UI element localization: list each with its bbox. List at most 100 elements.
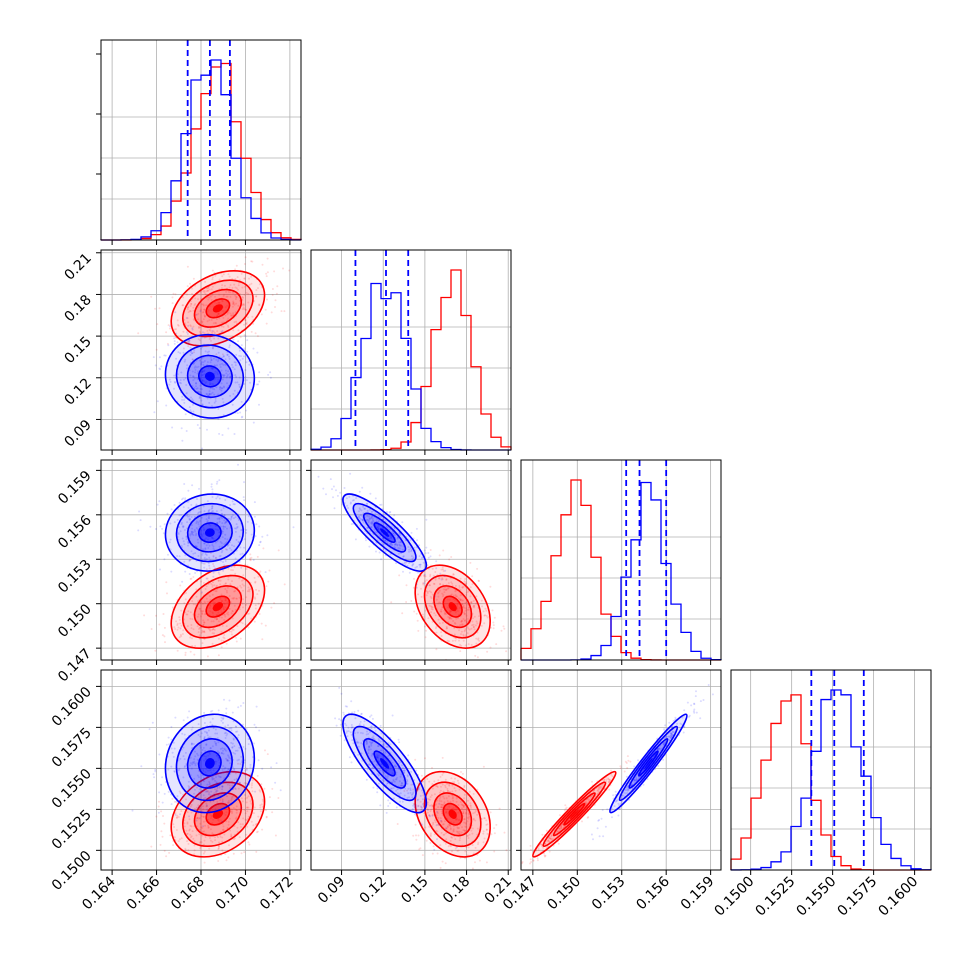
sample-point	[201, 613, 204, 616]
sample-point	[464, 601, 467, 604]
sample-point	[414, 566, 417, 569]
sample-point	[433, 833, 436, 836]
sample-point	[451, 797, 454, 800]
sample-point	[189, 304, 192, 307]
sample-point	[409, 547, 412, 549]
sample-point	[222, 363, 225, 366]
sample-point	[253, 806, 256, 809]
sample-point	[256, 351, 259, 354]
sample-point	[191, 533, 194, 536]
sample-point	[192, 277, 195, 280]
sample-point	[215, 613, 218, 616]
sample-point	[378, 519, 381, 522]
sample-point	[461, 772, 464, 775]
sample-point	[436, 852, 439, 855]
sample-point	[458, 827, 461, 829]
sample-point	[452, 594, 455, 597]
sample-point	[356, 740, 359, 743]
sample-point	[196, 615, 199, 618]
sample-point	[465, 607, 467, 610]
sample-point	[212, 565, 215, 568]
sample-point	[471, 867, 474, 870]
sample-point	[222, 355, 225, 357]
sample-point	[477, 841, 480, 844]
sample-point	[406, 780, 409, 783]
sample-point	[140, 765, 143, 768]
sample-point	[478, 615, 480, 618]
sample-point	[371, 519, 374, 522]
sample-point	[441, 578, 444, 581]
sample-point	[455, 846, 458, 849]
sample-point	[197, 318, 200, 321]
sample-point	[462, 829, 465, 832]
sample-point	[260, 622, 263, 625]
blue-contour	[362, 512, 407, 553]
sample-point	[193, 840, 196, 842]
sample-point	[163, 849, 166, 852]
sample-point	[464, 581, 467, 584]
sample-point	[446, 782, 448, 785]
sample-point	[427, 552, 430, 554]
sample-point	[180, 635, 183, 638]
sample-point	[366, 502, 369, 505]
sample-point	[252, 824, 255, 827]
sample-point	[173, 387, 175, 390]
sample-point	[198, 487, 200, 490]
sample-point	[212, 777, 214, 780]
sample-point	[227, 373, 229, 376]
sample-point	[271, 293, 274, 296]
sample-point	[222, 812, 225, 815]
sample-point	[381, 526, 384, 529]
sample-point	[196, 762, 199, 765]
sample-point	[165, 404, 168, 407]
sample-point	[451, 784, 454, 787]
sample-point	[199, 746, 202, 749]
sample-point	[200, 815, 203, 818]
sample-point	[478, 639, 481, 642]
sample-point	[444, 786, 447, 789]
sample-point	[203, 631, 206, 634]
sample-point	[209, 327, 212, 330]
sample-point	[195, 532, 198, 535]
sample-point	[180, 521, 183, 524]
sample-point	[419, 565, 422, 568]
sample-point	[428, 798, 431, 801]
sample-point	[197, 312, 200, 315]
sample-point	[431, 813, 434, 816]
sample-point	[175, 357, 178, 360]
sample-point	[215, 525, 218, 528]
sample-point	[245, 531, 248, 534]
sample-point	[203, 370, 205, 373]
sample-point	[235, 636, 237, 639]
sample-point	[233, 596, 235, 599]
sample-point	[242, 496, 245, 499]
sample-point	[457, 819, 460, 822]
sample-point	[191, 637, 193, 640]
sample-point	[211, 544, 214, 546]
sample-point	[432, 823, 435, 826]
sample-point	[406, 796, 409, 799]
sample-point	[190, 835, 193, 838]
sample-point	[236, 586, 239, 589]
sample-point	[163, 354, 166, 357]
sample-point	[139, 519, 142, 522]
sample-point	[218, 301, 221, 304]
sample-point	[450, 777, 453, 780]
sample-point	[396, 544, 399, 547]
sample-point	[379, 503, 382, 506]
sample-point	[266, 534, 269, 537]
sample-point	[212, 612, 214, 615]
sample-point	[429, 796, 432, 798]
sample-point	[208, 791, 211, 794]
sample-point	[360, 509, 363, 512]
sample-point	[232, 313, 235, 316]
sample-point	[482, 841, 485, 844]
sample-point	[206, 519, 209, 522]
sample-point	[470, 601, 473, 604]
sample-point	[210, 771, 213, 774]
sample-point	[224, 560, 227, 562]
sample-point	[207, 538, 209, 541]
sample-point	[437, 779, 440, 782]
sample-point	[222, 752, 225, 755]
sample-point	[247, 292, 250, 295]
